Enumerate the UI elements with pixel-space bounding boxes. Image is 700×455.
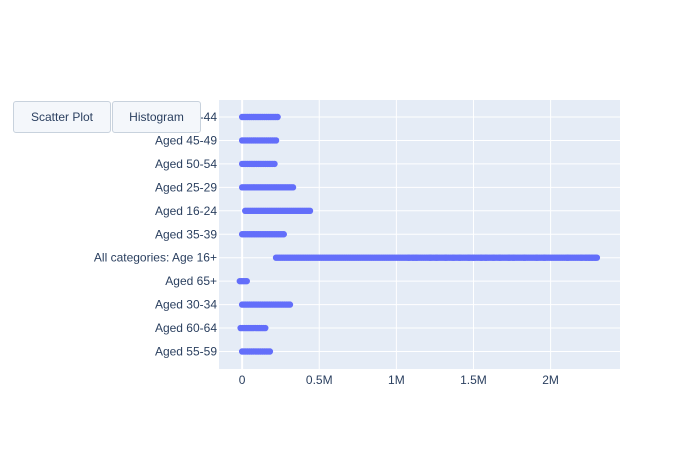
x-tick-label: 1.5M bbox=[460, 373, 487, 387]
data-point bbox=[280, 231, 287, 238]
data-point bbox=[410, 254, 417, 261]
x-axis-tick-labels: 0 0.5M 1M 1.5M 2M bbox=[239, 373, 559, 387]
y-tick-label: Aged 55-59 bbox=[155, 345, 217, 359]
data-point bbox=[442, 254, 449, 261]
data-point bbox=[262, 324, 269, 332]
data-points bbox=[236, 113, 601, 355]
data-point bbox=[272, 137, 280, 144]
y-tick-label: Aged 60-64 bbox=[155, 321, 217, 335]
data-point bbox=[274, 113, 281, 121]
x-tick-label: 0 bbox=[239, 373, 246, 387]
y-tick-label: Aged 25-29 bbox=[155, 180, 217, 194]
data-point bbox=[286, 301, 294, 308]
y-tick-label: Aged 35-39 bbox=[155, 227, 217, 241]
data-point bbox=[564, 254, 571, 261]
data-point bbox=[533, 254, 540, 261]
data-point bbox=[470, 254, 477, 261]
data-point bbox=[541, 254, 548, 261]
data-point bbox=[465, 254, 473, 261]
data-point bbox=[243, 277, 250, 285]
data-point bbox=[505, 254, 513, 261]
x-tick-label: 2M bbox=[542, 373, 559, 387]
y-tick-label: Aged 65+ bbox=[165, 274, 217, 288]
data-point bbox=[271, 160, 278, 168]
data-point bbox=[496, 254, 503, 261]
y-tick-label: Aged 16-24 bbox=[155, 204, 217, 218]
data-point bbox=[521, 254, 528, 261]
data-point bbox=[433, 254, 440, 261]
data-point bbox=[456, 254, 463, 261]
y-tick-label: Aged 45-49 bbox=[155, 133, 217, 147]
data-point bbox=[477, 254, 485, 261]
y-tick-label: Aged 30-34 bbox=[155, 298, 217, 312]
x-tick-label: 1M bbox=[388, 373, 405, 387]
data-point bbox=[482, 254, 490, 261]
data-point bbox=[427, 254, 434, 261]
y-tick-label: Aged 50-54 bbox=[155, 157, 217, 171]
data-point bbox=[266, 348, 274, 355]
data-point bbox=[306, 207, 314, 214]
data-point bbox=[289, 184, 297, 191]
data-point bbox=[405, 254, 412, 261]
data-point bbox=[582, 254, 590, 261]
data-point bbox=[490, 254, 497, 261]
histogram-button[interactable]: Histogram bbox=[112, 101, 201, 133]
data-point bbox=[450, 254, 457, 261]
data-point bbox=[578, 254, 585, 261]
x-tick-label: 0.5M bbox=[306, 373, 333, 387]
scatter-plot-button[interactable]: Scatter Plot bbox=[13, 101, 111, 133]
y-tick-label: All categories: Age 16+ bbox=[94, 251, 217, 265]
data-point bbox=[510, 254, 517, 261]
